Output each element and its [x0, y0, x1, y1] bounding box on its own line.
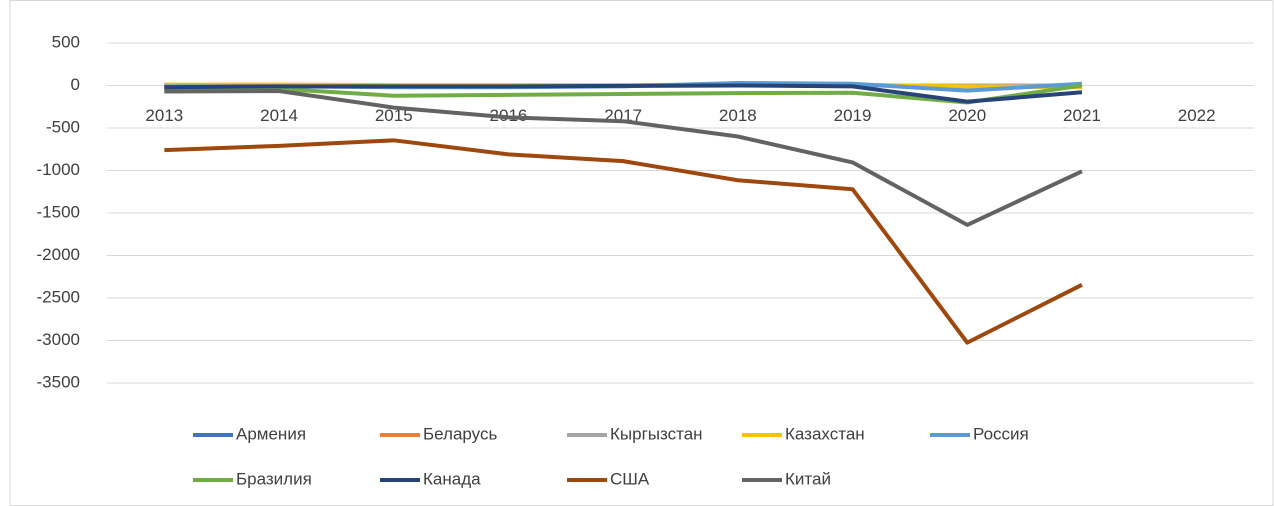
- y-tick-label: 0: [71, 75, 80, 94]
- legend-label: Беларусь: [423, 424, 497, 443]
- x-tick-label: 2013: [145, 106, 183, 125]
- legend-label: Казахстан: [785, 424, 865, 443]
- y-tick-label: -2000: [37, 245, 80, 264]
- x-tick-label: 2022: [1178, 106, 1216, 125]
- y-tick-label: -2500: [37, 287, 80, 306]
- y-tick-label: -1500: [37, 202, 80, 221]
- x-tick-label: 2018: [719, 106, 757, 125]
- y-tick-label: 500: [52, 32, 80, 51]
- legend-label: Бразилия: [236, 469, 312, 488]
- y-tick-label: -1000: [37, 160, 80, 179]
- legend-label: Армения: [236, 424, 306, 443]
- y-tick-label: -3500: [37, 372, 80, 391]
- legend-label: Канада: [423, 469, 481, 488]
- y-tick-label: -3000: [37, 330, 80, 349]
- legend-label: Китай: [785, 469, 831, 488]
- legend-label: Кыргызстан: [610, 424, 703, 443]
- legend-label: США: [610, 469, 650, 488]
- legend-label: Россия: [973, 424, 1029, 443]
- line-series: [164, 83, 1083, 105]
- line-series: [164, 138, 1083, 345]
- y-tick-label: -500: [46, 117, 80, 136]
- line-series: [164, 89, 1083, 227]
- x-tick-label: 2021: [1063, 106, 1101, 125]
- x-tick-label: 2015: [375, 106, 413, 125]
- line-series: [164, 83, 1083, 104]
- x-tick-label: 2014: [260, 106, 298, 125]
- x-tick-label: 2020: [948, 106, 986, 125]
- x-tick-label: 2019: [834, 106, 872, 125]
